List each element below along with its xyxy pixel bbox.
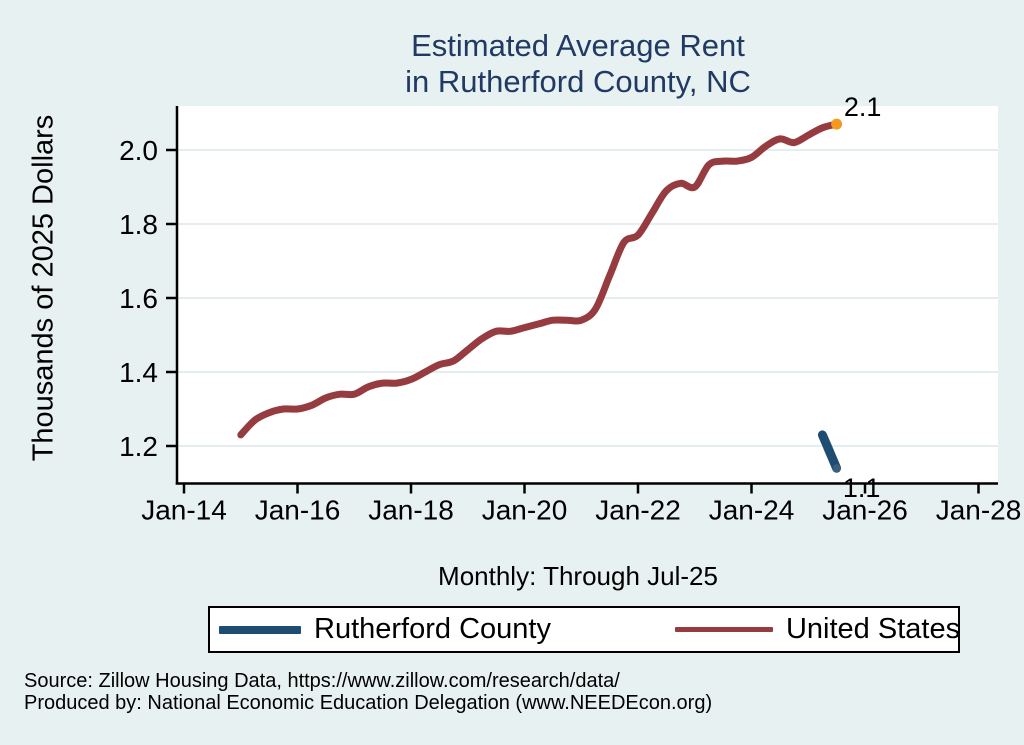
y-tick-label: 1.8 — [119, 209, 158, 240]
y-tick-label: 1.4 — [119, 357, 158, 388]
legend-swatch — [674, 627, 773, 632]
legend-label: Rutherford County — [314, 613, 551, 645]
last-point-marker-rutherford-county — [832, 464, 841, 473]
last-point-marker-united-states — [831, 118, 843, 130]
x-tick-label: Jan-28 — [936, 495, 1022, 526]
x-tick-label: Jan-18 — [368, 495, 454, 526]
source-line: Source: Zillow Housing Data, https://www… — [24, 670, 620, 692]
chart-title-line2: in Rutherford County, NC — [405, 64, 751, 99]
frequency-note: Monthly: Through Jul-25 — [438, 561, 718, 591]
x-tick-label: Jan-14 — [141, 495, 227, 526]
y-tick-label: 2.0 — [119, 135, 158, 166]
x-tick-label: Jan-24 — [709, 495, 795, 526]
y-tick-label: 1.2 — [119, 431, 158, 462]
source-text: Source: Zillow Housing Data, https://www… — [24, 670, 712, 714]
produced-by-line: Produced by: National Economic Education… — [24, 692, 713, 714]
x-tick-label: Jan-16 — [255, 495, 341, 526]
legend: Rutherford County United States — [208, 606, 960, 653]
x-tick-label: Jan-22 — [595, 495, 681, 526]
legend-item-rutherford-county: Rutherford County — [219, 613, 551, 646]
chart-title: Estimated Average Rent in Rutherford Cou… — [405, 28, 751, 100]
y-axis-title: Thousands of 2025 Dollars — [27, 114, 60, 462]
legend-label: United States — [785, 613, 961, 645]
legend-swatch — [219, 625, 301, 634]
chart-title-line1: Estimated Average Rent — [411, 28, 745, 63]
x-tick-label: Jan-20 — [482, 495, 568, 526]
plot-background — [177, 106, 998, 484]
series-line-rutherford-county — [817, 430, 842, 473]
legend-item-united-states: United States — [674, 613, 961, 646]
x-tick-label: Jan-26 — [822, 495, 908, 526]
end-value-label: 2.1 — [844, 92, 882, 122]
end-value-label: 1.1 — [843, 473, 881, 503]
y-tick-label: 1.6 — [119, 283, 158, 314]
series-line-united-states — [237, 120, 841, 439]
